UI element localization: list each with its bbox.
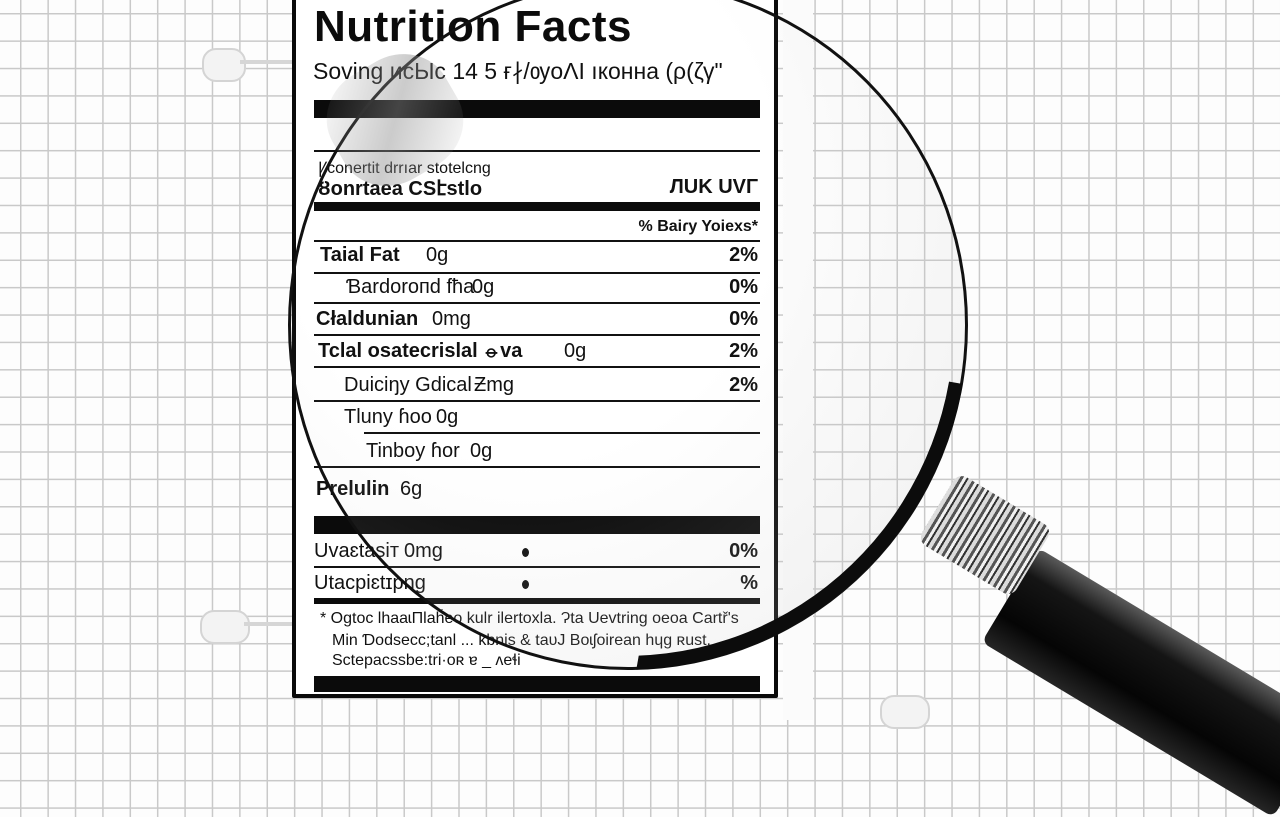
binder-ring-bottom (200, 610, 250, 644)
binder-ring-top (202, 48, 246, 82)
magnifier-handle (981, 547, 1280, 817)
footnote-line: Sctepacssbe:tri·oʀ ɐ _ ʌeɬi (332, 652, 521, 669)
bottom-thick-divider (314, 676, 760, 692)
binder-ring-bottom-right (880, 695, 930, 729)
binder-bar-top (240, 60, 292, 64)
magnifier-lens (288, 0, 968, 670)
binder-bar-bottom (244, 622, 292, 626)
